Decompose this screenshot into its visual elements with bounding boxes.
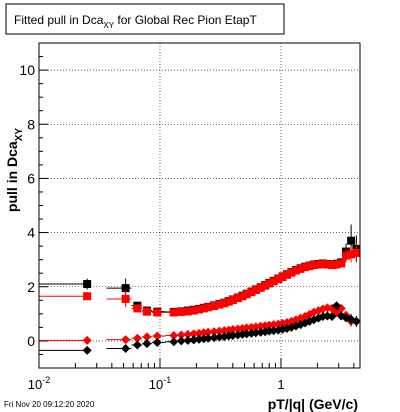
data-point-square bbox=[189, 306, 198, 315]
data-point-diamond bbox=[351, 316, 361, 326]
data-point-diamond bbox=[203, 333, 213, 343]
y-tick-label: 4 bbox=[27, 225, 35, 241]
timestamp: Fri Nov 20 09:12:20 2020 bbox=[4, 400, 95, 409]
data-point-diamond bbox=[132, 333, 142, 343]
data-point-square bbox=[177, 307, 186, 316]
data-point-diamond bbox=[82, 345, 92, 355]
data-point-square bbox=[194, 305, 203, 314]
data-point-diamond bbox=[209, 327, 219, 337]
data-point-square bbox=[274, 275, 283, 284]
data-point-square bbox=[153, 308, 162, 317]
data-point-square bbox=[323, 260, 332, 269]
data-point-diamond bbox=[327, 312, 337, 322]
data-point-diamond bbox=[203, 327, 213, 337]
data-point-diamond bbox=[121, 335, 131, 345]
data-point-square bbox=[247, 288, 256, 297]
data-point-square bbox=[301, 263, 310, 272]
data-point-square bbox=[318, 260, 327, 268]
data-point-square bbox=[210, 301, 219, 310]
data-point-square bbox=[347, 250, 356, 259]
plot-frame bbox=[38, 42, 361, 369]
data-point-square bbox=[332, 260, 341, 269]
data-point-square bbox=[133, 304, 142, 313]
data-point-square bbox=[233, 294, 242, 303]
data-point-diamond bbox=[121, 344, 131, 353]
data-point-square bbox=[142, 307, 151, 316]
data-point-square bbox=[83, 292, 92, 301]
data-point-diamond bbox=[183, 335, 193, 345]
data-point-square bbox=[265, 279, 274, 288]
data-point-diamond bbox=[189, 335, 199, 345]
data-point-diamond bbox=[169, 331, 179, 340]
data-point-square bbox=[204, 303, 213, 312]
data-point-diamond bbox=[209, 333, 219, 343]
data-point-square bbox=[83, 280, 92, 289]
title-box bbox=[5, 3, 285, 35]
data-point-diamond bbox=[176, 336, 186, 346]
y-tick-label: 6 bbox=[27, 170, 35, 186]
data-point-diamond bbox=[132, 340, 142, 350]
data-point-square bbox=[314, 260, 323, 269]
data-point-square bbox=[121, 294, 130, 303]
y-tick-label: 8 bbox=[27, 116, 35, 132]
chart-title: Fitted pull in DcaXY for Global Rec Pion… bbox=[14, 13, 257, 30]
data-point-diamond bbox=[169, 337, 179, 347]
y-axis-label: pull in DcaXY bbox=[4, 128, 25, 212]
data-point-square bbox=[269, 277, 278, 286]
data-marks bbox=[39, 224, 361, 355]
data-point-square bbox=[215, 300, 224, 309]
y-tick-label: 2 bbox=[27, 279, 35, 295]
data-point-square bbox=[238, 292, 247, 301]
y-tick-label: 10 bbox=[19, 62, 35, 78]
data-point-square bbox=[261, 281, 270, 290]
x-tick-label: 10-1 bbox=[149, 375, 171, 392]
data-point-square bbox=[296, 264, 305, 273]
x-tick-label: 10-2 bbox=[28, 375, 50, 392]
data-point-square bbox=[228, 296, 237, 305]
data-point-diamond bbox=[152, 331, 162, 341]
data-point-diamond bbox=[183, 329, 193, 339]
data-point-square bbox=[282, 270, 291, 279]
data-point-square bbox=[287, 268, 296, 277]
x-axis-label: pT/|q| (GeV/c) bbox=[268, 396, 358, 412]
data-point-square bbox=[352, 248, 361, 257]
data-point-square bbox=[256, 283, 265, 292]
data-point-diamond bbox=[152, 338, 162, 348]
data-point-square bbox=[327, 261, 336, 270]
data-point-square bbox=[169, 308, 178, 317]
x-tick-label: 1 bbox=[277, 377, 284, 392]
data-point-square bbox=[278, 273, 287, 281]
data-point-square bbox=[199, 304, 208, 313]
data-point-diamond bbox=[82, 335, 92, 345]
data-point-square bbox=[251, 286, 260, 294]
data-point-diamond bbox=[176, 330, 186, 340]
data-point-square bbox=[342, 251, 351, 260]
data-point-diamond bbox=[332, 301, 342, 311]
data-point-diamond bbox=[189, 329, 199, 339]
data-point-square bbox=[220, 299, 229, 308]
data-point-square bbox=[224, 297, 233, 306]
y-tick-label: 0 bbox=[27, 333, 35, 349]
data-point-square bbox=[337, 259, 346, 268]
data-point-square bbox=[242, 290, 251, 299]
data-point-diamond bbox=[142, 339, 152, 349]
data-point-square bbox=[309, 261, 318, 270]
data-point-diamond bbox=[142, 332, 152, 342]
data-point-square bbox=[291, 266, 300, 275]
data-point-square bbox=[183, 307, 192, 316]
data-point-square bbox=[305, 262, 314, 271]
data-point-square bbox=[121, 284, 130, 293]
data-point-square bbox=[347, 236, 356, 245]
